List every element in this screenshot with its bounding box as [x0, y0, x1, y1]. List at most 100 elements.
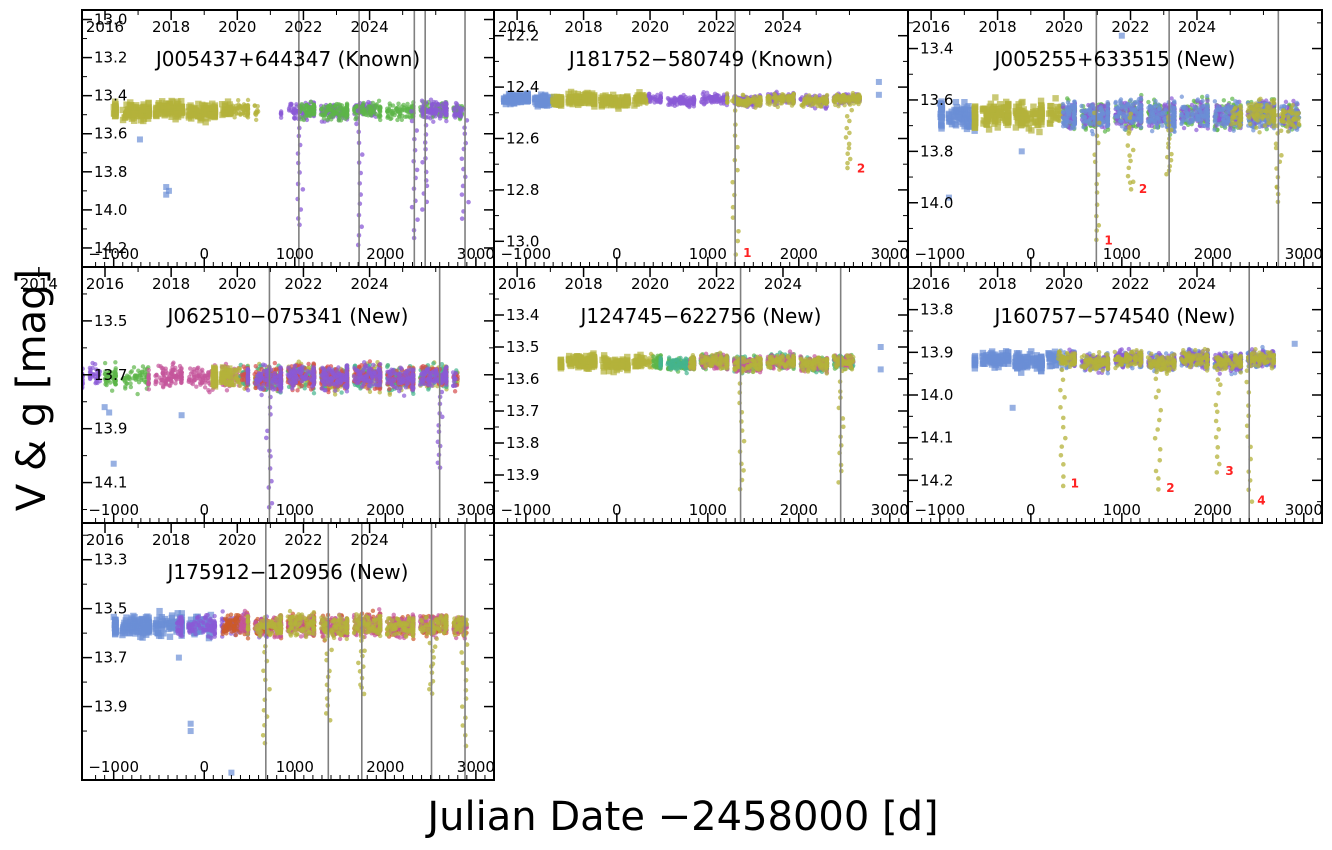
data-point — [546, 94, 554, 102]
data-point — [1065, 100, 1071, 105]
data-point — [232, 115, 237, 120]
data-point — [503, 98, 510, 105]
data-point — [738, 98, 744, 104]
data-point — [185, 108, 192, 115]
data-point — [278, 115, 284, 120]
data-point — [936, 100, 944, 107]
data-point — [457, 112, 463, 118]
y-tick-label: 12.8 — [506, 181, 539, 199]
data-point — [691, 102, 696, 107]
data-point — [311, 108, 317, 113]
data-point — [420, 104, 425, 109]
data-point — [220, 110, 227, 117]
data-point — [169, 98, 176, 106]
data-point — [1122, 127, 1127, 132]
data-point — [687, 103, 692, 108]
data-point — [938, 121, 945, 128]
y-tick-label: 13.2 — [94, 49, 127, 67]
data-point — [765, 98, 770, 104]
data-point — [372, 106, 378, 111]
data-point — [716, 93, 721, 99]
dip-point — [414, 128, 420, 133]
data-point — [971, 112, 978, 119]
x-tick-label: 3000 — [457, 245, 495, 263]
data-point — [201, 102, 208, 109]
data-point — [602, 101, 610, 109]
year-tick-label: 2018 — [564, 18, 602, 36]
data-point — [980, 105, 987, 112]
data-point — [971, 119, 979, 126]
data-point — [772, 102, 777, 108]
data-point — [658, 99, 663, 104]
data-point — [961, 116, 968, 123]
dip-point — [846, 145, 852, 151]
data-point — [956, 107, 964, 115]
data-point — [419, 109, 425, 114]
dip-point — [845, 151, 850, 157]
data-point — [1037, 97, 1045, 105]
data-point — [701, 89, 706, 95]
data-point — [603, 96, 610, 104]
data-point — [540, 95, 548, 102]
data-point — [758, 98, 763, 104]
data-point — [135, 107, 142, 114]
data-point — [565, 90, 572, 98]
data-point — [590, 96, 598, 103]
data-point — [699, 96, 705, 102]
data-point — [311, 112, 317, 117]
data-point — [990, 112, 997, 119]
data-point — [291, 106, 297, 111]
data-point — [1212, 127, 1217, 132]
x-tick-label: 1000 — [276, 245, 314, 263]
data-point — [836, 103, 841, 109]
data-point — [1034, 119, 1042, 126]
data-point — [745, 102, 750, 108]
dip-point — [847, 118, 852, 124]
data-point — [253, 110, 259, 115]
data-point — [1123, 107, 1129, 112]
data-point — [439, 111, 444, 116]
data-point — [636, 89, 643, 96]
dip-point — [843, 135, 849, 140]
dip-point — [735, 144, 740, 150]
dip-point — [730, 204, 736, 210]
data-point — [671, 97, 677, 102]
data-point — [308, 99, 314, 105]
data-point — [405, 101, 410, 107]
data-point — [128, 115, 136, 122]
data-point — [339, 103, 345, 108]
y-tick-label: 13.4 — [94, 87, 127, 105]
data-point — [1225, 115, 1231, 120]
data-point — [157, 102, 164, 110]
dip-point — [844, 113, 850, 119]
y-tick-label: 13.8 — [94, 163, 127, 181]
data-point — [986, 103, 994, 110]
data-point — [344, 102, 350, 107]
data-point — [984, 121, 991, 128]
data-point — [1190, 112, 1195, 118]
data-point — [725, 96, 730, 101]
data-point — [517, 98, 525, 106]
data-point — [772, 91, 777, 97]
data-point — [323, 111, 328, 117]
data-point — [1003, 104, 1010, 111]
data-point — [202, 110, 210, 117]
data-point — [338, 118, 344, 123]
data-point — [720, 96, 726, 102]
data-point — [598, 94, 605, 101]
x-tick-label: 1000 — [689, 245, 727, 263]
data-point — [1234, 101, 1240, 107]
data-point — [1020, 106, 1027, 113]
year-tick-label: 2022 — [284, 18, 322, 36]
y-tick-label: 14.2 — [94, 239, 127, 257]
data-point — [119, 116, 127, 124]
data-point — [995, 108, 1002, 115]
data-point — [397, 114, 402, 119]
data-point — [507, 100, 514, 108]
data-point — [1030, 103, 1037, 110]
data-point — [1027, 114, 1034, 121]
data-point — [552, 96, 559, 103]
outlier-point — [875, 91, 882, 98]
dip-point — [459, 216, 465, 221]
data-point — [646, 91, 652, 96]
